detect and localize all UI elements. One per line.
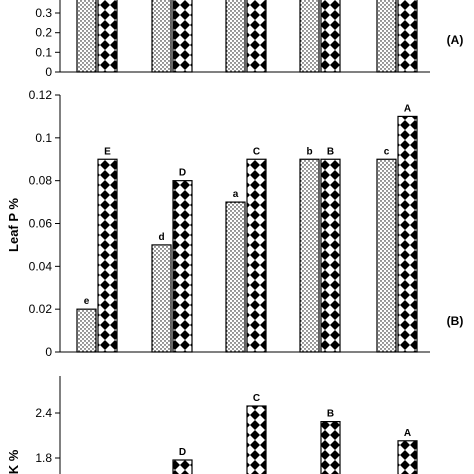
y-tick-label: 0.08 — [29, 174, 53, 188]
y-tick-label: 0 — [45, 345, 52, 359]
bar — [376, 158, 397, 353]
significance-label: b — [306, 146, 312, 157]
y-axis-title: K % — [6, 449, 21, 474]
bar — [376, 0, 397, 73]
bar — [246, 0, 267, 73]
bar — [397, 115, 418, 353]
bar — [97, 0, 118, 73]
significance-label: C — [253, 146, 260, 157]
significance-label: E — [104, 146, 111, 157]
bar — [76, 308, 97, 353]
bar — [246, 158, 267, 353]
y-tick-label: 0.3 — [35, 6, 52, 20]
bar — [225, 0, 246, 73]
bar — [320, 421, 341, 474]
y-tick-label: 1.8 — [35, 451, 52, 465]
bar — [299, 0, 320, 73]
significance-label: A — [404, 428, 411, 439]
bar — [397, 0, 418, 73]
bar — [151, 0, 172, 73]
significance-label: C — [253, 393, 260, 404]
y-tick-label: 2.4 — [35, 406, 52, 420]
significance-label: d — [158, 232, 164, 243]
bar — [172, 459, 193, 474]
significance-label: D — [179, 168, 186, 179]
significance-label: A — [404, 103, 411, 114]
panel-3: 1.8 2.4 D C B A K % — [6, 376, 418, 474]
y-axis-title: Leaf P % — [6, 198, 21, 252]
significance-label: e — [84, 296, 90, 307]
bar — [151, 244, 172, 353]
bar — [246, 405, 267, 474]
significance-label: a — [233, 189, 239, 200]
significance-label: D — [179, 447, 186, 458]
bar — [299, 158, 320, 353]
y-tick-label: 0.06 — [29, 217, 53, 231]
y-tick-label: 0.1 — [35, 45, 52, 59]
panel-2: 0 0.02 0.04 0.06 0.08 0.1 0.12 e d a b c E D C B A (B) Lea… — [6, 88, 463, 359]
panel-label: (B) — [447, 314, 464, 328]
y-tick-label: 0.04 — [29, 259, 53, 273]
panel-label: (A) — [447, 33, 464, 47]
y-tick-label: 0.1 — [35, 131, 52, 145]
bar — [320, 158, 341, 353]
bar — [76, 0, 97, 73]
y-tick-label: 0.12 — [29, 88, 53, 102]
bar — [172, 0, 193, 73]
bar — [172, 180, 193, 353]
significance-label: c — [384, 146, 390, 157]
bar — [397, 440, 418, 474]
significance-label: B — [327, 409, 334, 420]
panel-1: 0 0.1 0.2 0.3 (A) — [35, 0, 463, 79]
bar — [225, 201, 246, 353]
y-tick-label: 0 — [45, 65, 52, 79]
y-tick-label: 0.2 — [35, 26, 52, 40]
bar — [320, 0, 341, 73]
y-tick-label: 0.02 — [29, 302, 53, 316]
bar — [97, 158, 118, 353]
significance-label: B — [327, 146, 334, 157]
